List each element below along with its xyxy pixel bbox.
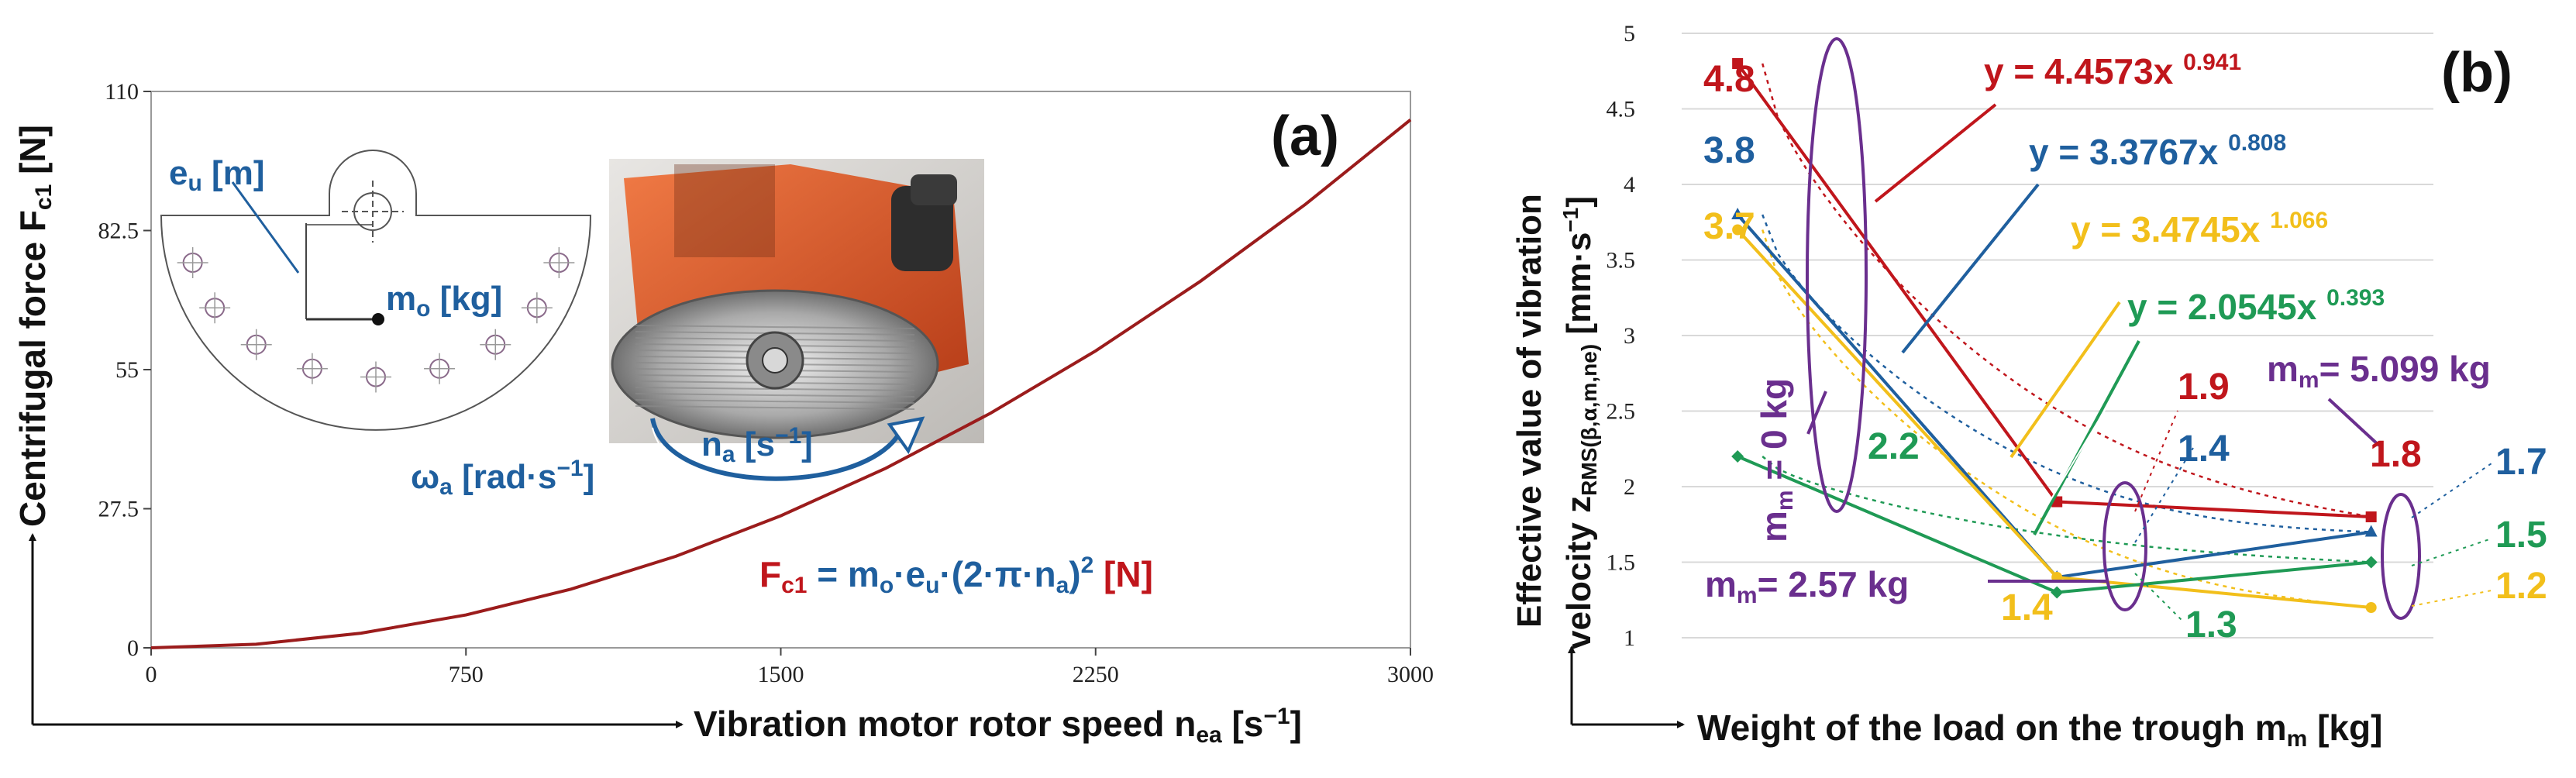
data-point-yellow [1732, 224, 1744, 236]
motor-fin [635, 393, 915, 398]
panel-b: 1 1.5 2 2.5 3 3.5 4 4.5 5 4.8 3.8 3.7 2.2 1.9 1.… [1510, 21, 2547, 752]
y-tick-label: 4.5 [1607, 97, 1636, 122]
data-point-green [2364, 556, 2378, 569]
motor-fin [635, 325, 915, 329]
y-tick-label: 82.5 [98, 219, 139, 244]
y-tick-label: 2.5 [1607, 399, 1636, 425]
centrifugal-force-curve [150, 119, 1412, 649]
x-tick-label: 3000 [1387, 662, 1434, 687]
value-label-yellow-1: 1.4 [2001, 587, 2053, 628]
value-label-leaders [2134, 410, 2492, 621]
data-point-red [2365, 511, 2377, 522]
panel-b-y-axis-title-line2: velocity zRMS(β,α,m,ne) [mm·s−1] [1558, 196, 1601, 649]
rotation-arrowhead [887, 416, 925, 455]
data-point-green [2051, 586, 2064, 599]
eccentric-disc-outline [160, 150, 592, 431]
panel-b-x-axis-title: Weight of the load on the trough mm [kg] [1697, 707, 2382, 752]
disc-holes [177, 246, 575, 393]
y-tick-label: 27.5 [98, 497, 139, 522]
group-ellipse-5-099kg [2381, 493, 2421, 620]
x-tick-label: 750 [449, 662, 484, 687]
y-tick-label: 110 [105, 79, 139, 105]
x-tick-label: 1500 [758, 662, 804, 687]
y-tick-label: 3 [1624, 323, 1635, 349]
panel-a-y-axis-title: Centrifugal force Fc1 [N] [12, 125, 57, 527]
force-formula: Fc1 = mo·eu·(2·π·na)2 [N] [759, 553, 1153, 598]
group-label-2-57kg: mm= 2.57 kg [1705, 564, 1909, 608]
y-tick-label: 0 [127, 635, 139, 661]
y-tick-label: 1.5 [1607, 550, 1636, 576]
mo-label: mo [kg] [386, 280, 502, 322]
value-label-green-0: 2.2 [1868, 426, 1920, 467]
eccentric-mass-drawing [160, 150, 592, 431]
motor-fin [635, 399, 915, 404]
value-label-blue-1: 1.4 [2178, 429, 2230, 470]
omega-label: ωa [rad·s−1] [411, 456, 594, 500]
x-tick-label: 2250 [1073, 662, 1119, 687]
value-label-red-0: 4.8 [1703, 59, 1755, 100]
data-point-red [1732, 58, 1744, 69]
panel-b-label: (b) [2441, 42, 2512, 104]
y-tick-label: 2 [1624, 474, 1635, 500]
y-tick-label: 3.5 [1607, 248, 1636, 274]
trend-equation-green: y = 2.0545x 0.393 [2127, 285, 2385, 327]
group-pointer-arrows [1806, 391, 2381, 583]
motor-fin [635, 405, 915, 410]
trend-equation-blue: y = 3.3767x 0.808 [2029, 130, 2286, 172]
panel-a-label: (a) [1271, 105, 1339, 167]
value-label-blue-0: 3.8 [1703, 130, 1755, 171]
data-point-blue [2364, 525, 2378, 537]
group-label-5-099kg: mm= 5.099 kg [2267, 349, 2491, 393]
panel-a-x-axis-title: Vibration motor rotor speed nea [s−1] [694, 704, 1302, 748]
data-point-green [1731, 450, 1744, 463]
rotation-arrow [650, 418, 901, 481]
data-point-blue [1731, 208, 1744, 219]
value-label-blue-2: 1.7 [2495, 442, 2547, 483]
eu-leader [231, 181, 300, 274]
group-label-0kg: mm = 0 kg [1754, 378, 1798, 542]
y-tick-label: 5 [1624, 21, 1635, 46]
equation-callout-arrows [1874, 103, 2147, 535]
value-label-red-2: 1.8 [2370, 434, 2422, 475]
trend-equation-red: y = 4.4573x 0.941 [1984, 50, 2241, 91]
panel-b-y-axis-title-line1: Effective value of vibration [1510, 194, 1548, 628]
group-ellipse-2-57kg [2102, 481, 2147, 611]
group-ellipse-0kg [1806, 37, 1868, 513]
value-label-green-2: 1.5 [2495, 515, 2547, 556]
y-tick-label: 1 [1624, 625, 1635, 651]
eu-label: eu [m] [169, 154, 264, 196]
y-tick-label: 55 [115, 357, 139, 383]
y-tick-label: 4 [1624, 172, 1635, 198]
panel-a: 0 750 1500 2250 3000 0 27.5 55 82.5 110 eu [m] mo… [12, 79, 1434, 748]
data-point-yellow [2365, 602, 2377, 613]
x-tick-label: 0 [146, 662, 157, 687]
trend-equation-yellow: y = 3.4745x 1.066 [2071, 208, 2328, 250]
na-label: na [s−1] [701, 423, 813, 467]
value-label-yellow-0: 3.7 [1703, 206, 1755, 247]
value-label-red-1: 1.9 [2178, 367, 2230, 408]
value-label-green-1: 1.3 [2185, 604, 2237, 645]
mass-center-dot [372, 313, 384, 325]
panel-b-grid [1682, 33, 2433, 639]
panel-a-ticks: 0 750 1500 2250 3000 0 27.5 55 82.5 110 [98, 79, 1434, 687]
value-label-yellow-2: 1.2 [2495, 566, 2547, 607]
motor-photo [609, 159, 984, 443]
trendline-green [1762, 456, 2371, 563]
panel-b-y-ticks: 1 1.5 2 2.5 3 3.5 4 4.5 5 [1607, 21, 1636, 651]
